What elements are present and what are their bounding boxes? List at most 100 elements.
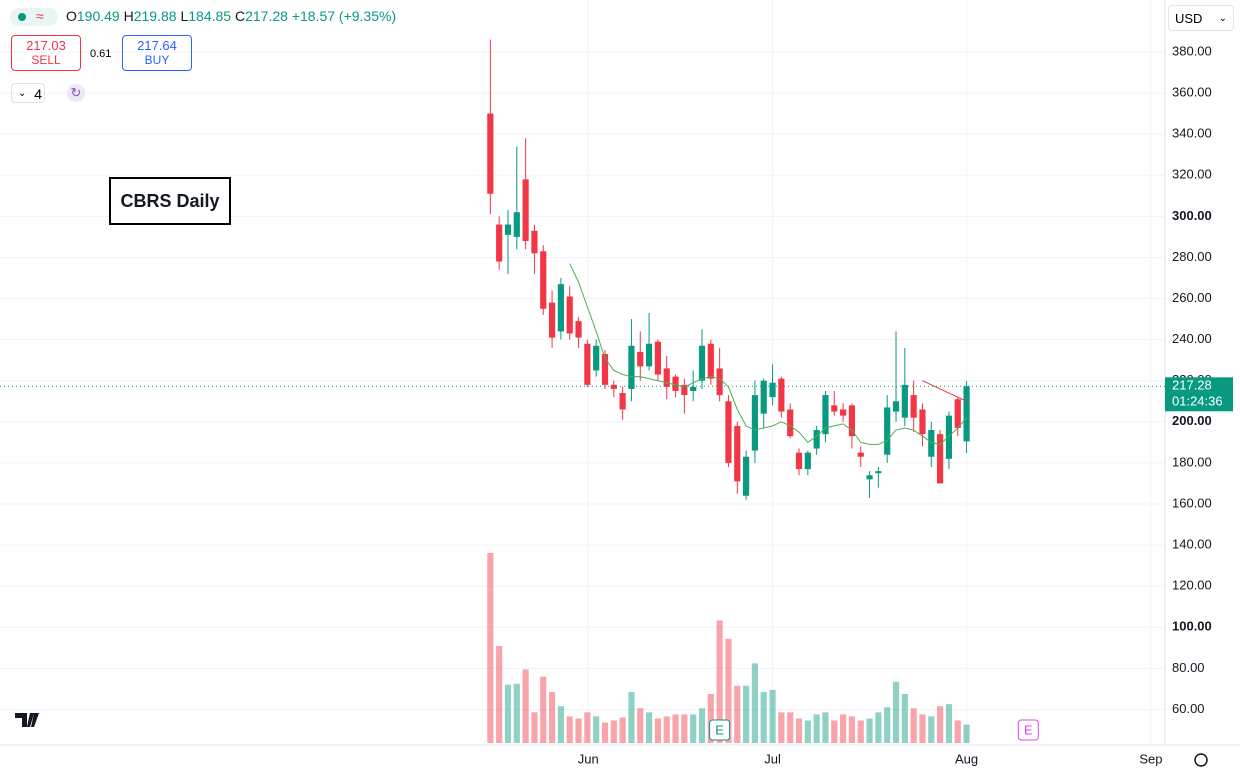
volume-bar xyxy=(672,714,679,743)
candle-body xyxy=(681,384,688,396)
value: 190.49 xyxy=(76,8,120,24)
sell-label: SELL xyxy=(31,53,61,67)
candle-body xyxy=(663,368,670,387)
volume-bar xyxy=(645,712,653,743)
candle-body xyxy=(690,386,697,391)
title-box xyxy=(109,177,231,225)
candle-body xyxy=(575,321,582,338)
moving-average xyxy=(922,380,967,402)
candle-body xyxy=(751,395,758,451)
candle-body xyxy=(566,296,573,334)
label: L xyxy=(180,8,189,24)
y-tick-label: 360.00 xyxy=(1172,85,1212,100)
y-tick-label: 160.00 xyxy=(1172,495,1212,510)
candle-body xyxy=(848,405,856,437)
candle-body xyxy=(919,409,926,435)
buy-price: 217.64 xyxy=(137,38,177,53)
y-tick-label: 120.00 xyxy=(1172,578,1212,593)
candle-body xyxy=(610,384,617,389)
earnings-label: E xyxy=(715,722,724,737)
candle-body xyxy=(769,382,776,398)
y-tick-label: 100.00 xyxy=(1172,619,1212,634)
volume-bar xyxy=(575,718,582,743)
candle-body xyxy=(637,351,644,367)
candle-body xyxy=(866,475,873,480)
volume-bar xyxy=(504,684,512,743)
candle-body xyxy=(672,376,679,391)
volume-bar xyxy=(822,712,829,743)
volume-bar xyxy=(963,724,970,743)
candle-body xyxy=(707,343,714,379)
volume-bar xyxy=(513,683,520,743)
volume-bar xyxy=(804,720,811,743)
candle-body xyxy=(743,456,750,496)
refresh-icon[interactable]: ↻ xyxy=(67,84,85,102)
volume-bar xyxy=(760,691,767,743)
status-pill[interactable]: ≈ xyxy=(10,8,58,26)
volume-bar xyxy=(901,693,908,743)
candle-body xyxy=(601,354,609,385)
candle-body xyxy=(778,378,785,412)
candle-body xyxy=(840,409,847,416)
change: +18.57 xyxy=(291,8,336,24)
volume-bar xyxy=(637,708,644,743)
volume-bar xyxy=(522,669,529,743)
volume-bar xyxy=(690,714,697,743)
volume-bar xyxy=(707,693,714,743)
volume-bar xyxy=(540,676,547,743)
candle-body xyxy=(716,368,723,396)
volume-bar xyxy=(954,720,961,743)
volume-bar xyxy=(628,691,635,743)
candle-body xyxy=(584,343,591,385)
candle-body xyxy=(875,471,882,474)
candle-body xyxy=(795,452,803,470)
volume-bar xyxy=(496,645,503,743)
sell-button[interactable]: 217.03 SELL xyxy=(11,35,81,71)
candle-body xyxy=(548,302,556,338)
grid xyxy=(0,0,1165,745)
volume-bar xyxy=(725,638,732,743)
candle-body xyxy=(910,395,917,418)
plot xyxy=(487,39,970,743)
volume-bar xyxy=(698,708,706,743)
volume-bar xyxy=(813,714,820,743)
interval-button[interactable]: ⌄ 4 xyxy=(11,83,45,103)
label: H xyxy=(123,8,134,24)
candle-body xyxy=(734,425,741,482)
earnings-marker xyxy=(1017,719,1039,741)
volume-bar xyxy=(840,714,847,743)
volume-bar xyxy=(716,620,723,743)
y-tick-label: 260.00 xyxy=(1172,290,1212,305)
candle-body xyxy=(937,434,944,484)
candle-body xyxy=(804,452,811,470)
earnings-label: E xyxy=(1024,722,1033,737)
y-tick-label: 200.00 xyxy=(1172,413,1212,428)
chart-title: CBRS Daily xyxy=(120,191,219,211)
x-tick-label: Jul xyxy=(764,751,781,766)
volume-bar xyxy=(584,712,591,743)
volume-bar xyxy=(769,689,776,743)
currency: USD xyxy=(1175,11,1203,26)
candle-body xyxy=(822,395,829,435)
volume-bar xyxy=(751,663,758,743)
buy-button[interactable]: 217.64 BUY xyxy=(122,35,192,71)
candle-body xyxy=(645,343,653,367)
candle-body xyxy=(813,430,820,449)
y-tick-label: 280.00 xyxy=(1172,249,1212,264)
volume-bar xyxy=(681,714,688,743)
candle-body xyxy=(654,341,661,375)
value: 219.88 xyxy=(133,8,177,24)
currency-select[interactable]: USD ⌄ xyxy=(1168,5,1234,31)
y-tick-label: 340.00 xyxy=(1172,126,1212,141)
settings-icon[interactable] xyxy=(1194,753,1208,767)
volume-bar xyxy=(910,708,917,743)
y-tick-label: 300.00 xyxy=(1172,208,1212,223)
candle-body xyxy=(557,284,564,332)
buy-label: BUY xyxy=(144,53,170,67)
value: 217.28 xyxy=(245,8,288,24)
volume-bar xyxy=(848,716,856,743)
candle-body xyxy=(901,384,908,418)
logo xyxy=(15,713,39,727)
